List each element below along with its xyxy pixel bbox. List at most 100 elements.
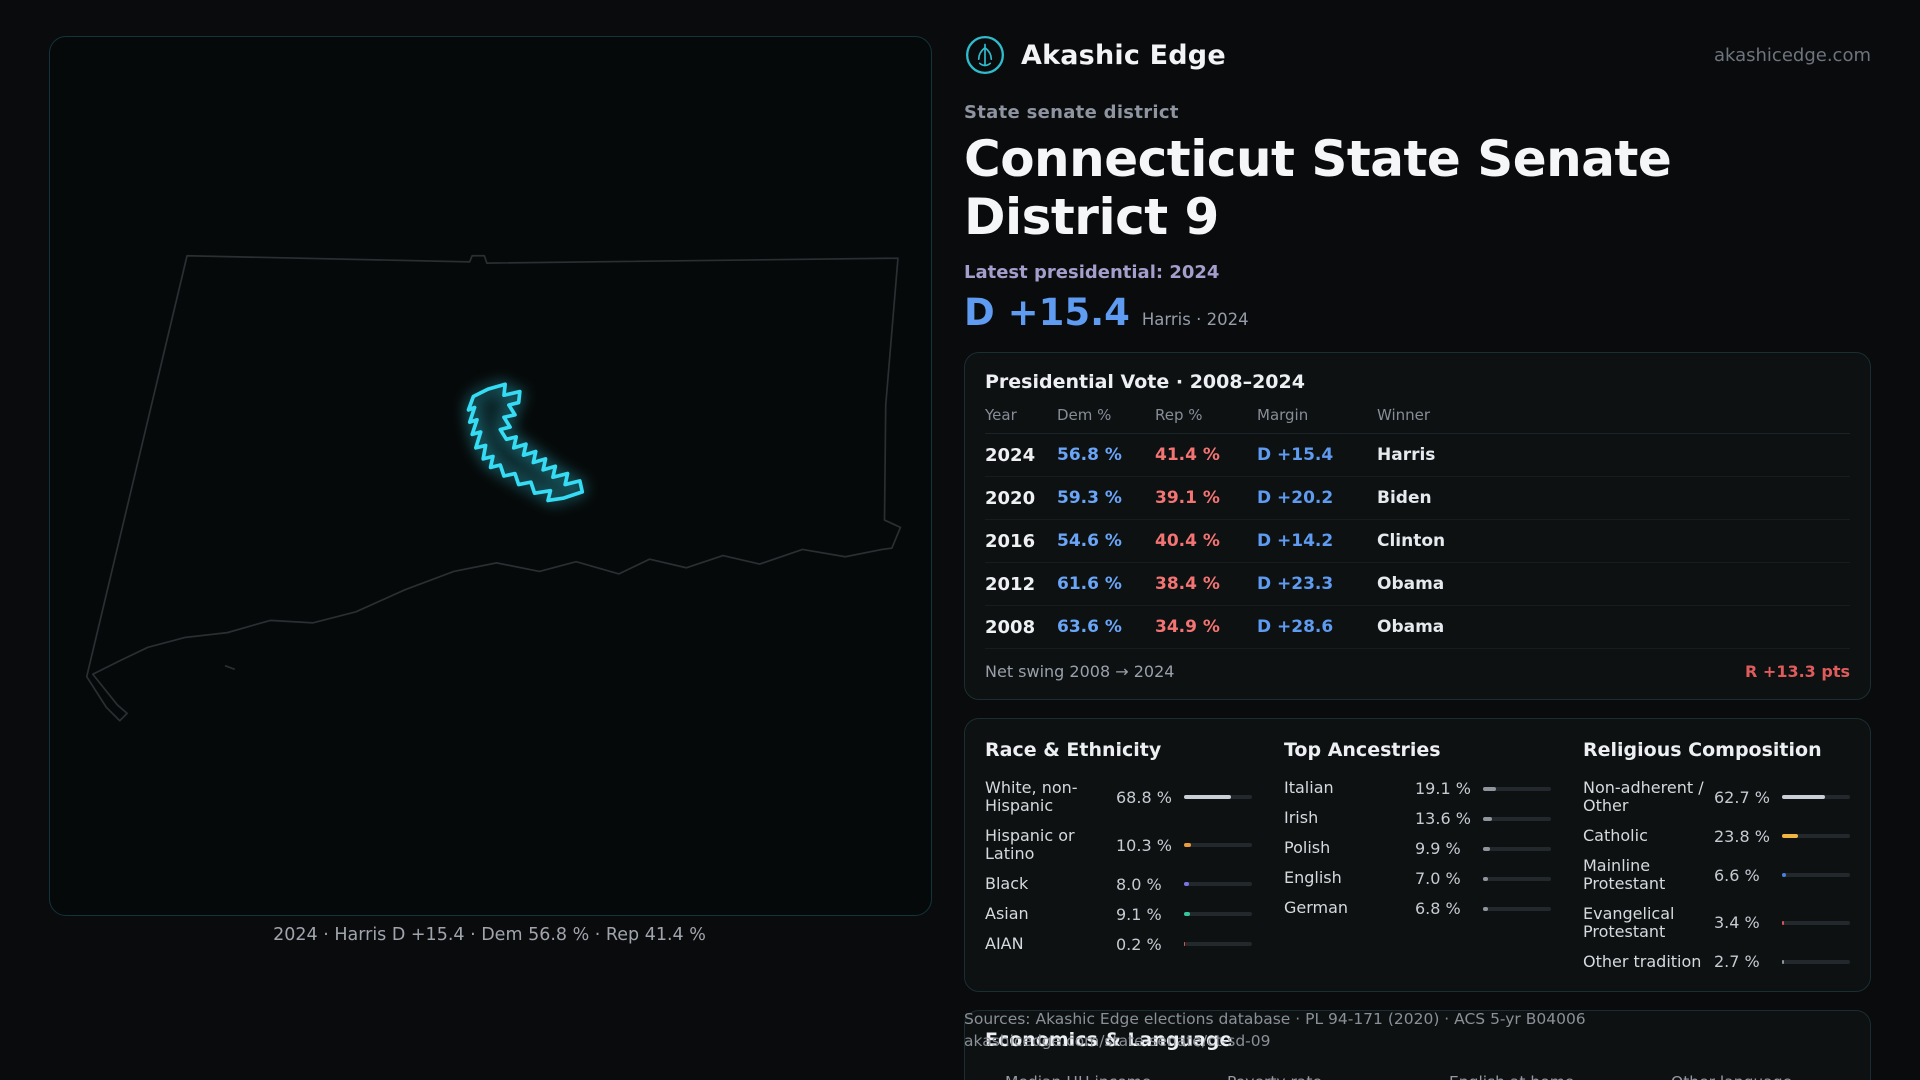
cell-rep: 41.4 % <box>1155 445 1220 465</box>
stat-row: Asian 9.1 % <box>985 903 1252 924</box>
top-ancestries-title: Top Ancestries <box>1284 739 1441 761</box>
map-caption: 2024 · Harris D +15.4 · Dem 56.8 % · Rep… <box>273 925 706 945</box>
stat-row: English 7.0 % <box>1284 868 1551 888</box>
stat-value: 9.9 % <box>1415 839 1461 858</box>
stat-value: 6.8 % <box>1415 899 1461 918</box>
latest-presidential-label: Latest presidential: 2024 <box>964 262 1220 283</box>
stat-block: English at home 77.2 % <box>1449 1073 1671 1080</box>
cell-winner: Obama <box>1377 574 1445 594</box>
district-map-panel[interactable] <box>49 36 932 916</box>
col-margin: Margin <box>1257 406 1309 424</box>
brand-name: Akashic Edge <box>1021 39 1226 71</box>
cell-winner: Harris <box>1377 445 1436 465</box>
economics-language-title: Economics & Language <box>985 1029 1233 1052</box>
cell-year: 2008 <box>985 616 1036 638</box>
district-type-kicker: State senate district <box>964 102 1179 123</box>
race-ethnicity-section: Race & Ethnicity White, non-Hispanic 68.… <box>985 739 1252 971</box>
cell-year: 2012 <box>985 573 1036 595</box>
stat-row: Italian 19.1 % <box>1284 778 1551 798</box>
stat-label: Irish <box>1284 808 1319 828</box>
page-title: Connecticut State Senate District 9 <box>964 130 1672 246</box>
stat-label: English at home <box>1449 1073 1671 1080</box>
stat-value: 6.6 % <box>1714 865 1760 885</box>
stat-label: Catholic <box>1583 826 1648 846</box>
religious-composition-title: Religious Composition <box>1583 739 1822 761</box>
header: Akashic Edge akashicedge.com <box>964 34 1871 76</box>
stat-bar <box>1184 912 1252 917</box>
coastal-island-mark <box>224 664 236 671</box>
stat-value: 62.7 % <box>1714 787 1770 807</box>
stat-bar <box>1184 843 1252 848</box>
cell-winner: Clinton <box>1377 531 1446 551</box>
cell-margin: D +14.2 <box>1257 531 1334 551</box>
stat-value: 10.3 % <box>1116 835 1172 855</box>
headline-note: Harris · 2024 <box>1141 310 1249 329</box>
stat-bar <box>1483 906 1551 911</box>
stat-label: Other language <box>1671 1073 1893 1080</box>
presidential-vote-title: Presidential Vote · 2008–2024 <box>985 371 1305 393</box>
stat-label: Non-adherent / Other <box>1583 778 1704 816</box>
cell-dem: 59.3 % <box>1057 488 1122 508</box>
col-dem: Dem % <box>1057 406 1112 424</box>
table-header: Year Dem % Rep % Margin Winner <box>985 397 1850 434</box>
stat-row: White, non-Hispanic 68.8 % <box>985 778 1252 816</box>
cell-dem: 63.6 % <box>1057 617 1122 637</box>
stat-value: 19.1 % <box>1415 779 1471 798</box>
stat-value: 68.8 % <box>1116 787 1172 807</box>
stat-row: Polish 9.9 % <box>1284 838 1551 858</box>
stat-label: Poverty rate <box>1227 1073 1449 1080</box>
table-row: 2012 61.6 % 38.4 % D +23.3 Obama <box>985 563 1850 606</box>
stat-bar <box>1782 834 1850 839</box>
presidential-vote-card: Presidential Vote · 2008–2024 Year Dem %… <box>964 352 1871 700</box>
table-row: 2008 63.6 % 34.9 % D +28.6 Obama <box>985 606 1850 649</box>
cell-margin: D +28.6 <box>1257 617 1334 637</box>
stat-bar <box>1782 920 1850 925</box>
stat-bar <box>1483 816 1551 821</box>
stat-bar <box>1483 846 1551 851</box>
stat-row: German 6.8 % <box>1284 898 1551 918</box>
stat-value: 23.8 % <box>1714 826 1770 846</box>
race-ethnicity-title: Race & Ethnicity <box>985 739 1162 761</box>
stat-row: Irish 13.6 % <box>1284 808 1551 828</box>
brand-domain-link[interactable]: akashicedge.com <box>1713 44 1871 66</box>
stat-block: Other language 22.8 % <box>1671 1073 1893 1080</box>
net-swing-row: Net swing 2008 → 2024 R +13.3 pts <box>985 649 1850 685</box>
col-year: Year <box>985 406 1017 424</box>
district-shape[interactable] <box>466 382 585 503</box>
stat-label: Evangelical Protestant <box>1583 903 1675 941</box>
stat-row: Non-adherent / Other 62.7 % <box>1583 778 1850 816</box>
stat-label: English <box>1284 868 1342 888</box>
stat-bar <box>1184 882 1252 887</box>
permalink[interactable]: akashicedge.com/state-senate/ct-sd-09 <box>964 1032 1271 1050</box>
state-outline <box>85 254 902 722</box>
stat-value: 9.1 % <box>1116 904 1162 924</box>
stat-block: Median HH income $93,143 <box>1005 1073 1227 1080</box>
economics-language-card: Economics & Language Median HH income $9… <box>964 1010 1871 1080</box>
cell-year: 2016 <box>985 530 1036 552</box>
stat-value: 13.6 % <box>1415 809 1471 828</box>
stat-label: Hispanic or Latino <box>985 825 1075 864</box>
stat-bar <box>1483 786 1551 791</box>
stat-row: Black 8.0 % <box>985 874 1252 894</box>
stat-value: 8.0 % <box>1116 874 1162 894</box>
stat-label: Polish <box>1284 838 1331 858</box>
cell-rep: 40.4 % <box>1155 531 1220 551</box>
stat-row: Catholic 23.8 % <box>1583 826 1850 846</box>
brand-logo-icon <box>965 35 1005 75</box>
stat-label: Asian <box>985 903 1029 923</box>
stat-label: German <box>1284 898 1349 918</box>
col-winner: Winner <box>1377 406 1431 424</box>
stat-row: AIAN 0.2 % <box>985 934 1252 954</box>
stat-value: 2.7 % <box>1714 952 1760 972</box>
stat-row: Mainline Protestant 6.6 % <box>1583 855 1850 894</box>
cell-dem: 61.6 % <box>1057 574 1122 594</box>
cell-margin: D +20.2 <box>1257 488 1334 508</box>
connecticut-map <box>85 254 902 722</box>
stat-value: 7.0 % <box>1415 869 1461 888</box>
col-rep: Rep % <box>1155 406 1203 424</box>
stat-bar <box>1184 795 1252 800</box>
demographics-card: Race & Ethnicity White, non-Hispanic 68.… <box>964 718 1871 993</box>
table-row: 2020 59.3 % 39.1 % D +20.2 Biden <box>985 477 1850 520</box>
stat-label: Mainline Protestant <box>1583 855 1666 894</box>
